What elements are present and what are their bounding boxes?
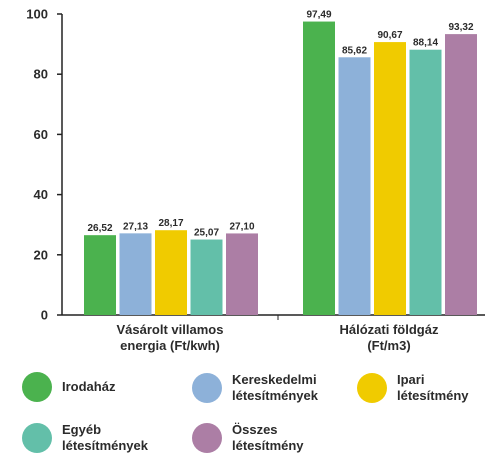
data-label: 85,62: [342, 45, 367, 56]
legend-swatch: [22, 423, 52, 453]
data-label: 26,52: [87, 223, 112, 234]
legend-item: Egyéb létesítmények: [22, 422, 172, 454]
legend-label: Kereskedelmi létesítmények: [232, 372, 342, 404]
bar: [303, 21, 335, 315]
bar: [190, 239, 223, 315]
legend-label: Irodaház: [62, 379, 172, 395]
legend-label: Összes létesítmény: [232, 422, 342, 454]
bar: [226, 233, 258, 315]
bar: [155, 230, 187, 315]
x-category-label: (Ft/m3): [367, 338, 410, 353]
bar: [409, 49, 442, 315]
bar: [445, 34, 477, 315]
legend-swatch: [192, 423, 222, 453]
legend-label-line: Ipari: [397, 372, 425, 387]
legend-swatch: [22, 372, 52, 402]
bar: [374, 42, 406, 315]
legend: Irodaház Kereskedelmi létesítmények Ipari lé…: [0, 366, 489, 456]
y-tick-label: 40: [34, 187, 48, 202]
legend-label: Egyéb létesítmények: [62, 422, 172, 454]
bar: [84, 235, 116, 315]
legend-item: Kereskedelmi létesítmények: [192, 372, 342, 404]
legend-label: Ipari létesítmény: [397, 372, 489, 404]
legend-item: Ipari létesítmény: [357, 372, 489, 404]
y-tick-label: 100: [26, 7, 48, 22]
data-label: 27,13: [123, 221, 148, 232]
legend-label-line: Kereskedelmi: [232, 372, 317, 387]
data-label: 88,14: [413, 38, 438, 49]
data-label: 93,32: [448, 22, 473, 33]
bar-chart: 0 20 40 60 80 100 26,52 97,49 27,13 85,62 28,17 90,…: [26, 7, 485, 353]
legend-item: Irodaház: [22, 372, 172, 402]
y-tick-label: 20: [34, 247, 48, 262]
bar: [338, 57, 371, 315]
y-tick-label: 80: [34, 67, 48, 82]
y-tick-label: 0: [41, 308, 48, 323]
x-category-label: energia (Ft/kwh): [120, 338, 220, 353]
data-label: 90,67: [377, 30, 402, 41]
x-category-label: Hálózati földgáz: [340, 322, 439, 337]
y-tick-label: 60: [34, 127, 48, 142]
legend-swatch: [192, 373, 222, 403]
legend-item: Összes létesítmény: [192, 422, 342, 454]
legend-label-line: létesítmény: [232, 438, 304, 453]
legend-label-line: Összes: [232, 422, 278, 437]
x-category-label: Vásárolt villamos: [117, 322, 224, 337]
bar: [119, 233, 152, 315]
data-label: 27,10: [229, 221, 254, 232]
data-label: 28,17: [158, 218, 183, 229]
legend-label-line: létesítmények: [232, 388, 318, 403]
legend-label-line: létesítmény: [397, 388, 469, 403]
data-label: 25,07: [194, 228, 219, 239]
legend-label-line: Egyéb: [62, 422, 102, 437]
data-label: 97,49: [306, 10, 331, 21]
legend-label-line: létesítmények: [62, 438, 148, 453]
legend-swatch: [357, 373, 387, 403]
legend-label-line: Irodaház: [62, 379, 116, 394]
